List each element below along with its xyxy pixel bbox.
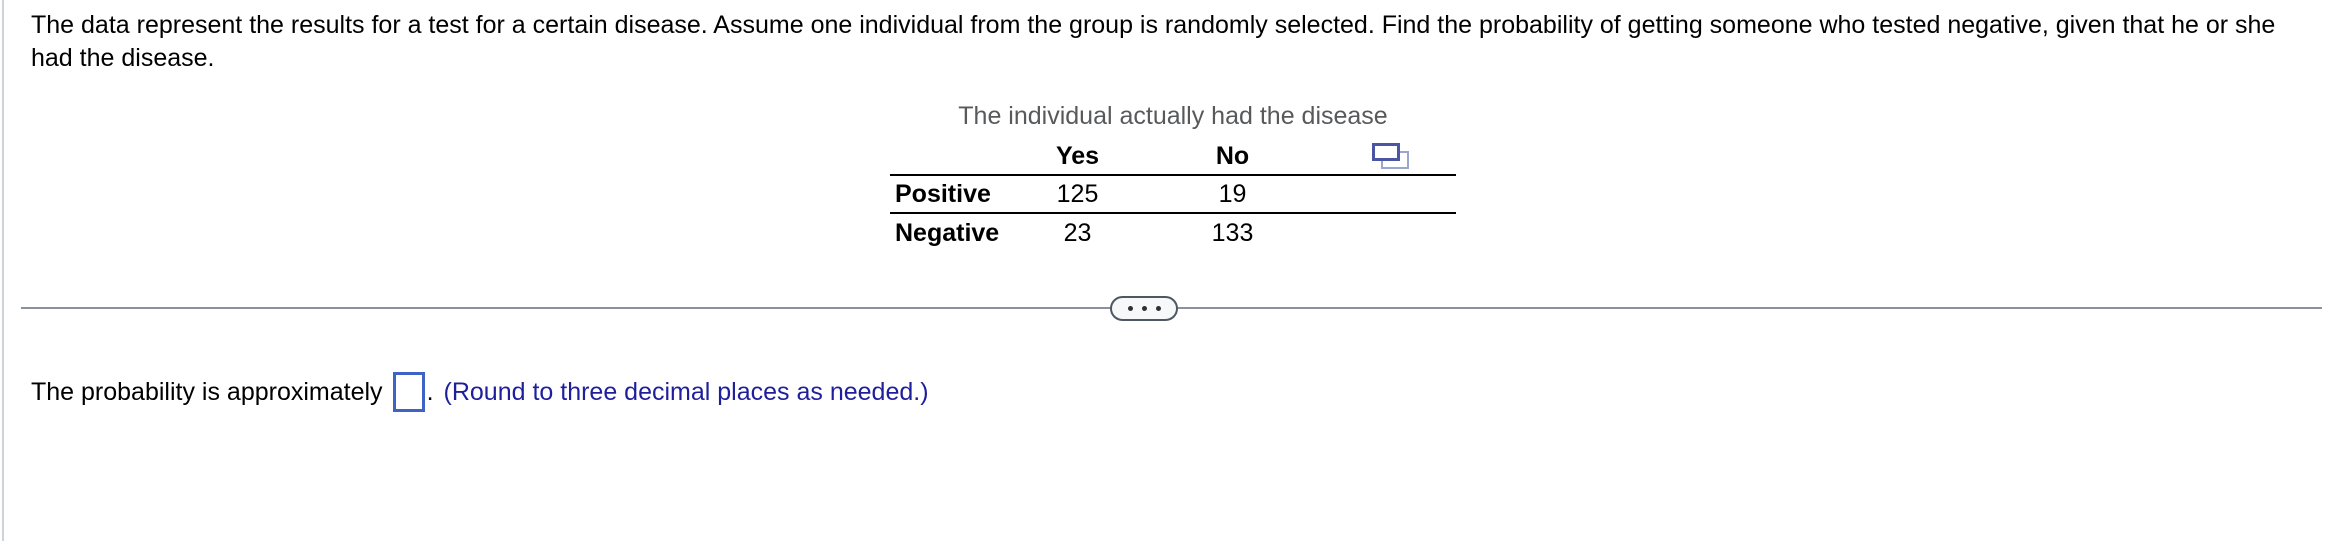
table-cell-negative-empty bbox=[1325, 214, 1456, 252]
table-cell-negative-yes: 23 bbox=[1063, 218, 1092, 247]
table-title: The individual actually had the disease bbox=[958, 102, 1388, 130]
table-row-label-positive: Positive bbox=[890, 176, 1015, 214]
ellipsis-icon bbox=[1155, 306, 1161, 311]
table-cell-positive-no: 19 bbox=[1140, 176, 1325, 214]
left-border-rule bbox=[2, 0, 4, 541]
table-cell-positive-yes: 125 bbox=[1015, 176, 1140, 214]
table-actions-cell bbox=[1325, 138, 1456, 176]
table-grid: Yes No Positive 125 19 Negative 23 133 bbox=[890, 138, 1456, 252]
answer-row: The probability is approximately . (Roun… bbox=[31, 371, 929, 413]
ellipsis-expand-button[interactable] bbox=[1110, 296, 1178, 321]
table-corner-cell bbox=[890, 138, 1015, 176]
question-text: The data represent the results for a tes… bbox=[31, 11, 2276, 72]
ellipsis-icon bbox=[1141, 306, 1147, 311]
answer-prefix-text: The probability is approximately bbox=[31, 377, 383, 406]
table-row-label-negative: Negative bbox=[895, 218, 1000, 247]
ellipsis-icon bbox=[1127, 306, 1133, 311]
table-cell-negative-no: 133 bbox=[1211, 218, 1254, 247]
answer-input[interactable] bbox=[392, 372, 425, 412]
rounding-instruction-text: (Round to three decimal places as needed… bbox=[443, 377, 929, 406]
copy-table-icon[interactable] bbox=[1372, 142, 1409, 170]
table-col-header-yes: Yes bbox=[1015, 138, 1140, 176]
data-table: The individual actually had the disease … bbox=[890, 100, 1456, 252]
answer-period: . bbox=[426, 377, 434, 406]
table-cell-positive-empty bbox=[1325, 176, 1456, 214]
table-col-header-no: No bbox=[1140, 138, 1325, 176]
